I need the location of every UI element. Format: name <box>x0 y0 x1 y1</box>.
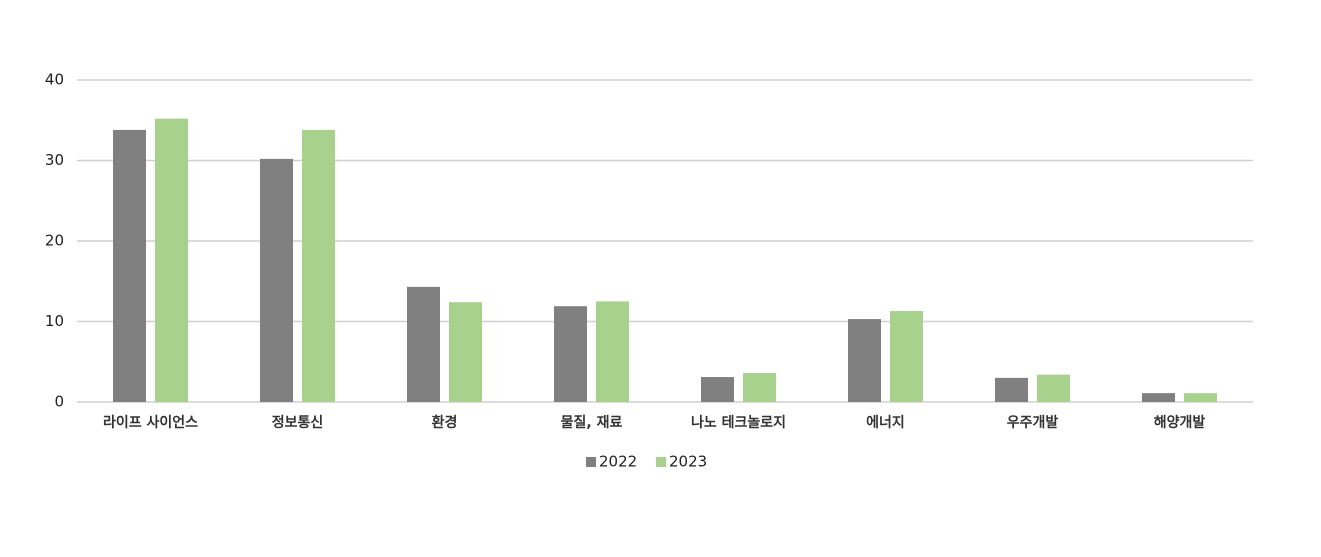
x-tick-label: 정보통신 <box>272 414 324 431</box>
y-tick-label: 40 <box>45 71 64 89</box>
x-tick-label: 라이프 사이언스 <box>103 414 198 431</box>
bar <box>1184 393 1217 402</box>
bar <box>449 302 482 402</box>
bar <box>743 373 776 402</box>
bar <box>596 301 629 402</box>
bar <box>848 319 881 402</box>
legend-swatch <box>656 457 666 467</box>
x-tick-label: 에너지 <box>866 415 905 431</box>
legend-label: 2022 <box>599 453 637 471</box>
bar <box>701 377 734 402</box>
bar <box>554 306 587 402</box>
y-tick-label: 30 <box>45 151 64 169</box>
bar <box>113 129 146 402</box>
x-tick-label: 우주개발 <box>1007 414 1059 431</box>
x-tick-label: 물질, 재료 <box>561 415 623 431</box>
bar <box>155 118 188 402</box>
legend-swatch <box>586 457 596 467</box>
bar <box>407 286 440 402</box>
y-tick-label: 10 <box>45 312 64 330</box>
bar <box>890 311 923 402</box>
bar <box>260 158 293 402</box>
bar <box>995 377 1028 402</box>
legend-label: 2023 <box>669 453 707 471</box>
bar <box>1142 393 1175 402</box>
bar <box>302 129 335 402</box>
x-tick-label: 해양개발 <box>1154 414 1206 431</box>
x-tick-label: 환경 <box>432 414 458 431</box>
y-tick-label: 0 <box>54 393 64 411</box>
x-tick-label: 나노 테크놀로지 <box>691 415 786 431</box>
y-tick-label: 20 <box>45 232 64 250</box>
bar <box>1037 374 1070 402</box>
